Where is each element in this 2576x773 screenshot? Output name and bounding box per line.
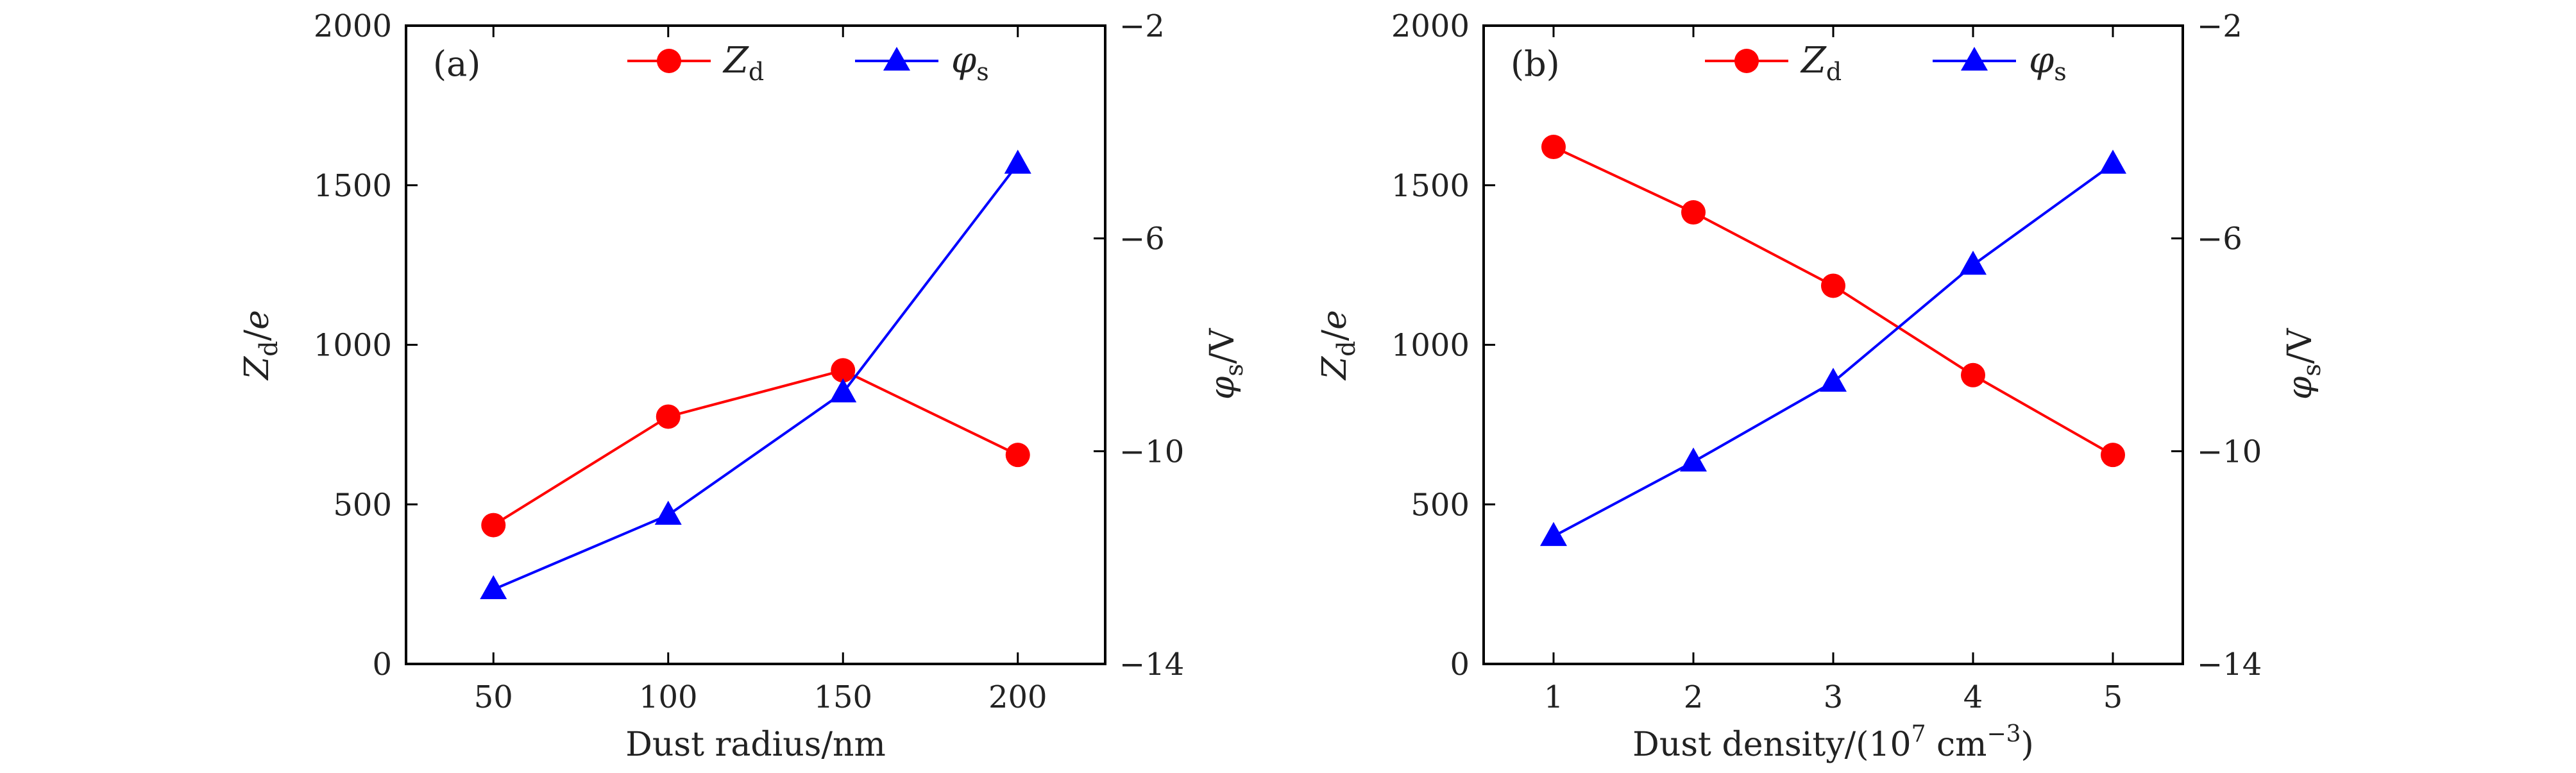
legend-label-main: φ xyxy=(2029,40,2054,81)
y-right-tick-label: −2 xyxy=(1119,8,1165,44)
y-right-label-main: φ xyxy=(1203,376,1242,400)
y-left-axis-label: Zd/e xyxy=(1316,310,1360,381)
x-tick-label: 1 xyxy=(1544,679,1564,715)
y-left-label-unit: e xyxy=(238,310,276,330)
x-tick-label: 4 xyxy=(1963,679,1983,715)
legend-marker-triangle xyxy=(1961,47,1988,71)
legend-marker-circle xyxy=(657,49,681,73)
legend-label-main: φ xyxy=(951,40,976,81)
legend-label: Zd xyxy=(722,40,764,86)
y-left-tick-label: 0 xyxy=(1450,647,1470,683)
chart-panel-a: 50 100 150 2000500100015002000−14−10−6−2(a)… xyxy=(238,8,1248,764)
y-left-label-tail: / xyxy=(1316,329,1354,341)
y-left-label-main: Z xyxy=(1316,356,1354,381)
chart-panel-b: 1 2 3 4 5 0 500 1000 1500 2000 −14 −10 −6 −2 (b) Dust d… xyxy=(1316,8,2326,764)
y-right-axis-label: φs/V xyxy=(2281,328,2326,400)
legend-label: φs xyxy=(2029,40,2067,86)
x-tick-label: 100 xyxy=(639,679,698,715)
data-point-zd xyxy=(2101,443,2125,468)
data-point-zd xyxy=(1961,362,1985,387)
y-left-tick-label: 2000 xyxy=(1391,8,1470,44)
data-point-zd xyxy=(1681,200,1706,225)
y-right-tick-label: −10 xyxy=(1119,434,1184,470)
data-point-phi xyxy=(480,575,507,600)
legend-marker-triangle xyxy=(883,47,910,71)
y-right-tick-label: −6 xyxy=(2197,221,2242,257)
x-tick-label: 150 xyxy=(813,679,872,715)
y-right-label-tail: /V xyxy=(2281,328,2319,364)
x-axis-label: Dust radius/nm xyxy=(625,726,886,764)
data-point-zd xyxy=(1821,273,1845,298)
legend-label-sub: d xyxy=(1826,58,1842,86)
y-left-label-sub: d xyxy=(1332,341,1360,356)
y-left-tick-label: 1000 xyxy=(1391,328,1470,364)
panel-label: (a) xyxy=(433,44,480,84)
legend-label-main: Z xyxy=(1800,40,1827,81)
y-right-tick-label: −10 xyxy=(2197,434,2262,470)
y-left-axis-label: Zd/e xyxy=(238,310,283,381)
data-point-zd xyxy=(656,404,681,429)
y-left-tick-label: 1000 xyxy=(314,328,392,364)
y-right-tick-label: −6 xyxy=(1119,221,1165,257)
x-tick-label: 2 xyxy=(1684,679,1704,715)
data-point-zd xyxy=(1541,135,1566,160)
plot-frame xyxy=(405,24,1106,665)
y-left-tick-label: 2000 xyxy=(314,8,392,44)
x-axis-label-sup: 7 xyxy=(1911,721,1926,747)
y-left-tick-label: 500 xyxy=(333,487,392,523)
y-left-label-main: Z xyxy=(238,356,276,381)
data-point-phi xyxy=(1960,250,1987,275)
y-left-label-tail: / xyxy=(238,329,276,341)
series-line-phi xyxy=(1553,162,2114,538)
data-point-phi xyxy=(654,500,682,525)
data-point-phi xyxy=(2099,149,2126,174)
legend-label-main: Z xyxy=(722,40,749,81)
series-line-zd xyxy=(493,369,1019,527)
data-point-phi xyxy=(829,378,857,403)
data-point-phi xyxy=(1680,447,1707,472)
y-right-tick-label: −14 xyxy=(2197,647,2262,683)
x-tick-label: 3 xyxy=(1824,679,1843,715)
x-axis-label-text: Dust density/(10 xyxy=(1632,726,1911,764)
x-axis-label-sup2: −3 xyxy=(1987,721,2021,747)
legend-label: φs xyxy=(951,40,989,86)
legend-label: Zd xyxy=(1800,40,1842,86)
x-axis-label-text: Dust radius/nm xyxy=(625,726,886,764)
data-point-zd xyxy=(1005,443,1030,468)
legend-label-sub: s xyxy=(976,58,989,86)
data-point-zd xyxy=(481,513,506,538)
legend-label-sub: d xyxy=(749,58,764,86)
y-left-label-unit: e xyxy=(1316,310,1354,330)
y-right-label-sub: s xyxy=(2298,364,2326,377)
x-tick-label: 50 xyxy=(474,679,513,715)
series-line-zd xyxy=(1553,146,2114,456)
y-left-tick-label: 0 xyxy=(372,647,392,683)
data-point-zd xyxy=(831,358,856,383)
legend-marker-circle xyxy=(1734,49,1759,73)
y-right-label-tail: /V xyxy=(1203,328,1242,364)
data-point-phi xyxy=(1820,368,1847,392)
x-axis-label: Dust density/(107 cm−3) xyxy=(1632,721,2034,764)
x-tick-label: 200 xyxy=(988,679,1047,715)
y-left-tick-label: 500 xyxy=(1411,487,1470,523)
x-tick-label: 5 xyxy=(2103,679,2123,715)
y-left-tick-label: 1500 xyxy=(314,168,392,204)
plot-frame xyxy=(1482,24,2184,665)
x-axis-label-end: ) xyxy=(2021,726,2034,764)
y-right-label-main: φ xyxy=(2281,376,2319,400)
series-line-phi xyxy=(493,163,1019,591)
y-right-label-sub: s xyxy=(1220,364,1248,377)
y-left-label-sub: d xyxy=(255,341,283,356)
y-left-tick-label: 1500 xyxy=(1391,168,1470,204)
y-right-axis-label: φs/V xyxy=(1203,328,1248,400)
y-right-tick-label: −2 xyxy=(2197,8,2242,44)
data-point-phi xyxy=(1540,522,1567,547)
panel-label: (b) xyxy=(1511,44,1560,84)
data-point-phi xyxy=(1004,149,1031,174)
legend-label-sub: s xyxy=(2054,58,2067,86)
x-axis-label-mid: cm xyxy=(1926,726,1987,764)
y-right-tick-label: −14 xyxy=(1119,647,1184,683)
